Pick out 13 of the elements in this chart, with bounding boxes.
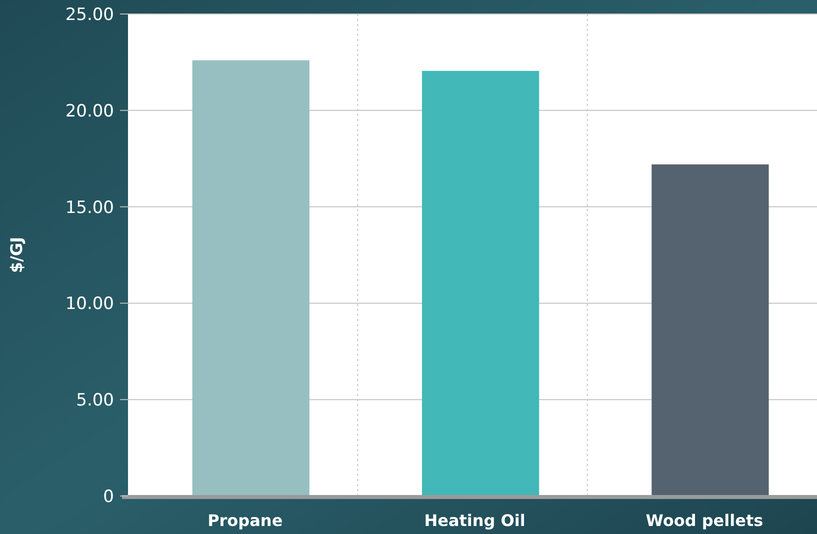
y-tick-label: 10.00 [65, 294, 114, 314]
y-axis-title: $/GJ [7, 236, 26, 274]
y-tick-label: 20.00 [65, 101, 114, 122]
x-tick-label: Wood pellets [646, 511, 764, 530]
x-tick-label: Propane [208, 511, 283, 530]
y-tick-label: 25.00 [65, 4, 114, 25]
y-tick-label: 0 [103, 486, 114, 507]
y-tick-label: 5.00 [76, 390, 114, 411]
x-tick-label: Heating Oil [424, 511, 526, 530]
bar [192, 60, 310, 496]
y-tick-label: 15.00 [65, 198, 114, 218]
bar [652, 164, 769, 496]
bar [422, 70, 540, 496]
